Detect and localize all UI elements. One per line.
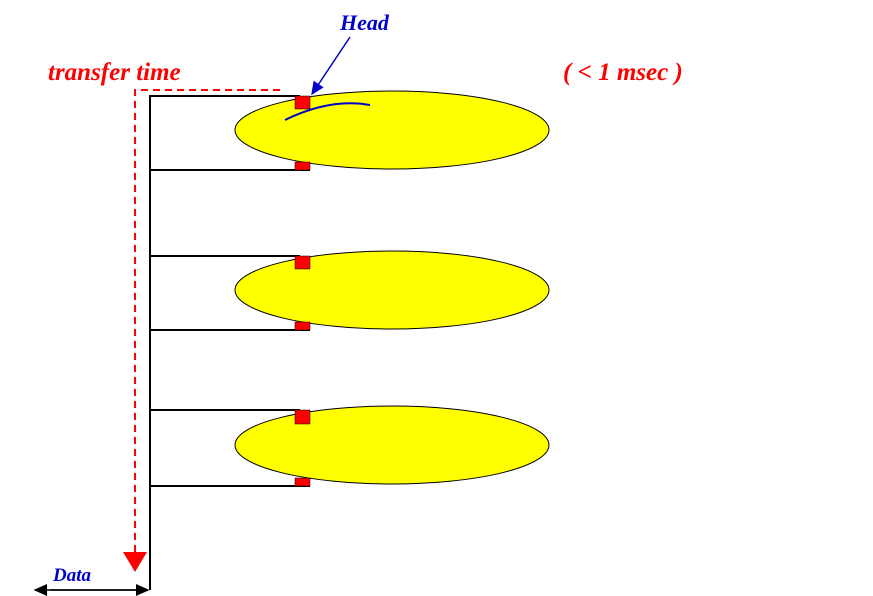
- platter: [234, 90, 550, 170]
- platters: [234, 90, 550, 485]
- track: [284, 102, 371, 121]
- arm: [149, 95, 310, 590]
- transfer-label: transfer time: [48, 59, 181, 86]
- platter: [234, 250, 550, 330]
- head-label: Head: [339, 10, 390, 35]
- head-arrow: [311, 36, 351, 96]
- heads: [294, 95, 311, 487]
- data-label: Data: [52, 565, 92, 586]
- duration-label: ( < 1 msec ): [563, 59, 683, 86]
- transfer-arrow: [123, 89, 280, 572]
- platter: [234, 405, 550, 485]
